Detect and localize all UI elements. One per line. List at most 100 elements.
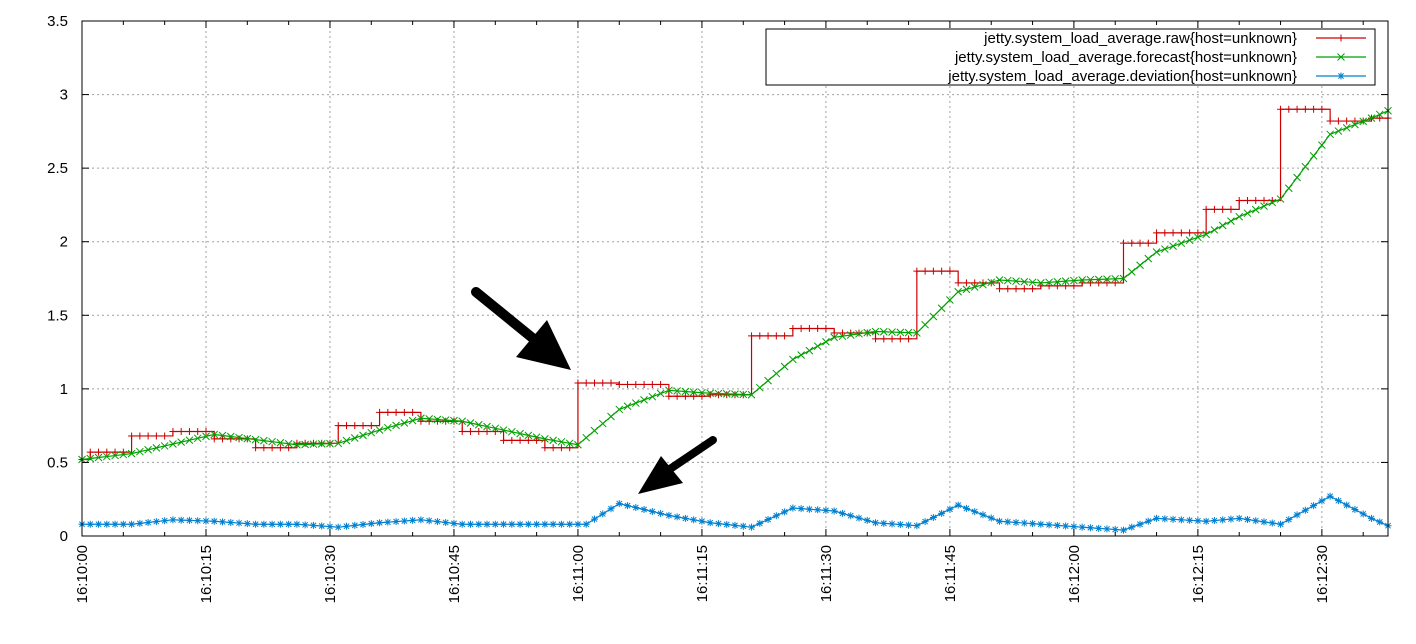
data-point	[863, 328, 872, 337]
data-point	[615, 405, 624, 414]
data-point	[648, 392, 657, 401]
data-point	[210, 517, 218, 525]
data-point	[681, 387, 690, 396]
data-point	[301, 440, 310, 449]
data-point	[210, 435, 218, 443]
data-point	[822, 506, 830, 514]
data-point	[921, 518, 929, 526]
data-point	[929, 267, 937, 275]
data-point	[185, 436, 194, 445]
data-point	[838, 329, 846, 337]
data-point	[136, 447, 144, 456]
data-point	[1268, 519, 1276, 527]
data-point	[557, 520, 565, 528]
series-2	[78, 492, 1392, 534]
data-point	[681, 392, 689, 400]
data-point	[1177, 239, 1186, 248]
data-point	[1252, 517, 1260, 525]
data-point	[161, 432, 169, 440]
data-point	[962, 504, 970, 512]
data-point	[500, 436, 508, 444]
data-point	[929, 513, 937, 521]
data-point	[582, 433, 591, 442]
legend-swatch-marker	[1337, 34, 1345, 42]
data-point	[458, 417, 467, 426]
data-point	[673, 387, 681, 395]
data-point	[631, 399, 640, 407]
data-point	[996, 285, 1004, 293]
data-point	[102, 452, 111, 461]
data-point	[706, 389, 715, 398]
data-point	[1095, 524, 1103, 532]
data-point	[1318, 497, 1326, 505]
data-point	[86, 454, 95, 463]
data-point	[814, 325, 822, 333]
data-point	[632, 380, 640, 388]
data-point	[632, 504, 640, 512]
data-point	[723, 391, 731, 399]
data-point	[1301, 162, 1310, 171]
data-point	[1036, 279, 1045, 287]
data-point	[1003, 276, 1012, 285]
data-point	[1252, 197, 1260, 205]
data-point	[119, 450, 128, 459]
data-point	[359, 431, 367, 440]
series-1	[78, 106, 1392, 464]
y-tick-label: 2	[60, 234, 68, 251]
data-point	[508, 520, 516, 528]
annotations	[471, 287, 717, 494]
data-point	[656, 389, 665, 398]
series-0	[78, 105, 1392, 463]
data-point	[846, 331, 855, 339]
data-point	[690, 516, 698, 524]
data-point	[1045, 521, 1053, 529]
data-point	[1375, 110, 1384, 119]
data-point	[665, 511, 673, 519]
data-point	[1194, 229, 1202, 237]
data-point	[1020, 277, 1029, 286]
data-point	[797, 325, 805, 333]
data-point	[896, 521, 904, 529]
y-tick-label: 1.5	[47, 307, 68, 324]
data-point	[937, 304, 946, 313]
data-point	[375, 426, 384, 434]
data-point	[284, 439, 293, 448]
data-point	[830, 333, 839, 342]
data-point	[938, 267, 946, 275]
data-point	[1334, 497, 1342, 505]
data-point	[781, 332, 789, 340]
data-point	[599, 510, 607, 518]
data-point	[797, 505, 805, 513]
data-point	[1186, 516, 1194, 524]
y-tick-label: 1	[60, 381, 68, 398]
data-point	[805, 346, 814, 355]
data-point	[185, 428, 193, 436]
data-point	[1136, 261, 1144, 270]
data-point	[219, 518, 227, 526]
data-point	[259, 436, 268, 445]
legend-label: jetty.system_load_average.raw{host=unkno…	[983, 30, 1297, 47]
data-point	[1062, 282, 1070, 290]
data-point	[169, 440, 177, 448]
data-point	[400, 419, 409, 427]
data-point	[202, 517, 210, 525]
data-point	[673, 513, 681, 521]
data-point	[549, 520, 557, 528]
data-point	[1029, 285, 1037, 293]
data-point	[1293, 511, 1301, 519]
data-point	[1144, 239, 1152, 247]
data-point	[1343, 117, 1351, 125]
data-point	[855, 514, 863, 522]
data-point	[714, 520, 722, 528]
x-tick-label: 16:11:15	[694, 545, 711, 602]
data-point	[598, 419, 607, 428]
data-point	[1260, 202, 1268, 210]
data-point	[1243, 516, 1251, 524]
data-point	[1103, 525, 1111, 533]
data-point	[896, 328, 905, 337]
data-point	[1045, 282, 1053, 290]
y-tick-label: 0.5	[47, 454, 68, 471]
data-point	[574, 379, 582, 387]
data-point	[508, 436, 516, 444]
